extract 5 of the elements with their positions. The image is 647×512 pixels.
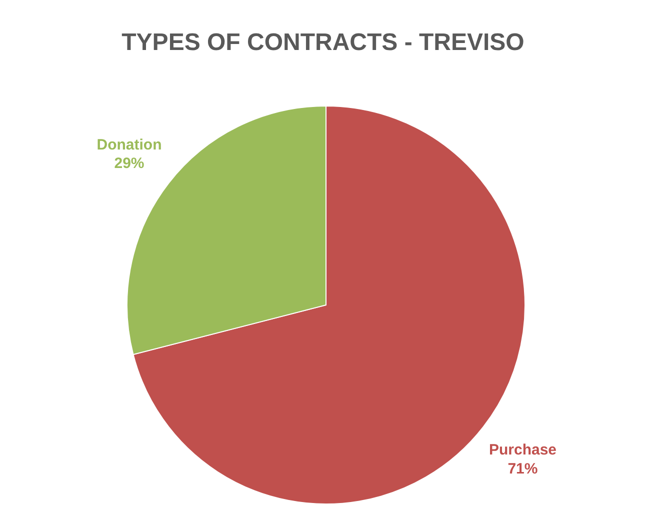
- slice-label: Donation: [96, 136, 162, 154]
- slice-label: Purchase: [488, 442, 557, 459]
- data-label: 29%: [114, 155, 144, 172]
- data-label: 71%: [508, 460, 538, 478]
- chart-title: TYPES OF CONTRACTS - TREVISO: [122, 29, 524, 56]
